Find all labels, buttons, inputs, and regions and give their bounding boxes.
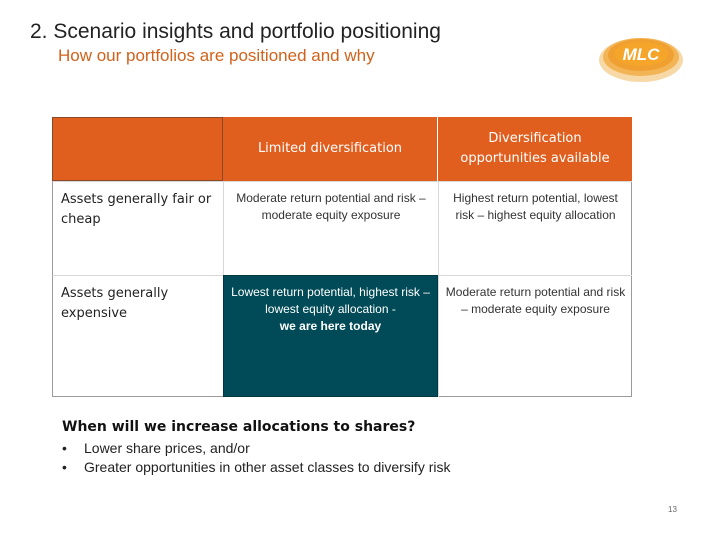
column-header-limited-diversification: Limited diversification	[223, 117, 438, 181]
slide-subtitle: How our portfolios are positioned and wh…	[58, 46, 375, 65]
list-item-text: Greater opportunities in other asset cla…	[84, 459, 451, 475]
bullet-icon: •	[62, 459, 67, 475]
cell-fair-limited: Moderate return potential and risk – mod…	[223, 181, 438, 275]
logo-text: MLC	[623, 45, 661, 64]
key-question: When will we increase allocations to sha…	[62, 419, 416, 435]
current-position-label: we are here today	[279, 319, 382, 333]
list-item: • Lower share prices, and/or	[62, 439, 451, 458]
column-header-diversification-opportunities: Diversification opportunities available	[438, 117, 632, 181]
list-item: • Greater opportunities in other asset cl…	[62, 458, 451, 477]
row-label-fair-or-cheap: Assets generally fair or cheap	[52, 181, 223, 275]
positioning-matrix: Limited diversification Diversification …	[52, 117, 632, 397]
page-number: 13	[668, 505, 677, 514]
cell-expensive-diversified: Moderate return potential and risk – mod…	[438, 275, 632, 397]
matrix-corner-cell	[52, 117, 223, 181]
row-label-expensive: Assets generally expensive	[52, 275, 223, 397]
cell-fair-diversified: Highest return potential, lowest risk – …	[438, 181, 632, 275]
list-item-text: Lower share prices, and/or	[84, 440, 250, 456]
cell-expensive-limited-text: Lowest return potential, highest risk – …	[231, 285, 430, 316]
bullet-icon: •	[62, 440, 67, 456]
mlc-logo: MLC	[599, 38, 683, 82]
slide-title: 2. Scenario insights and portfolio posit…	[30, 20, 441, 43]
condition-list: • Lower share prices, and/or • Greater opp…	[62, 439, 451, 477]
cell-expensive-limited-current-position: Lowest return potential, highest risk – …	[223, 275, 438, 397]
